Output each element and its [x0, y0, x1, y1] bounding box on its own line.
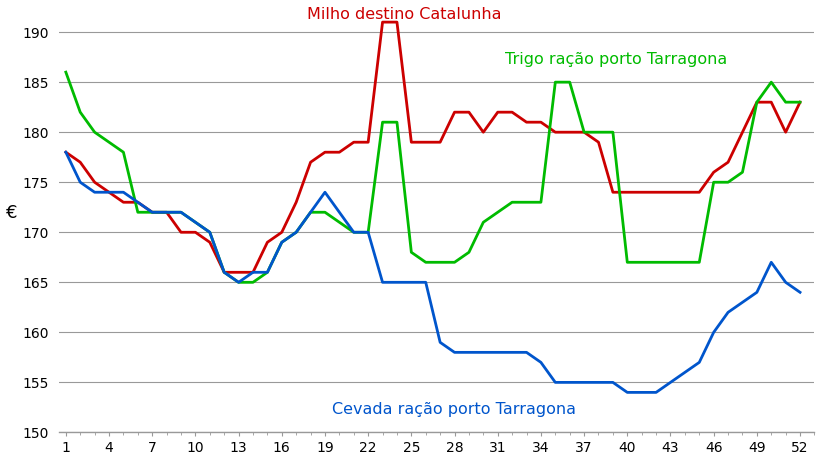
Text: Trigo ração porto Tarragona: Trigo ração porto Tarragona: [505, 52, 726, 67]
Text: Milho destino Catalunha: Milho destino Catalunha: [306, 7, 500, 22]
Text: Cevada ração porto Tarragona: Cevada ração porto Tarragona: [332, 402, 576, 417]
Y-axis label: €: €: [6, 204, 17, 222]
